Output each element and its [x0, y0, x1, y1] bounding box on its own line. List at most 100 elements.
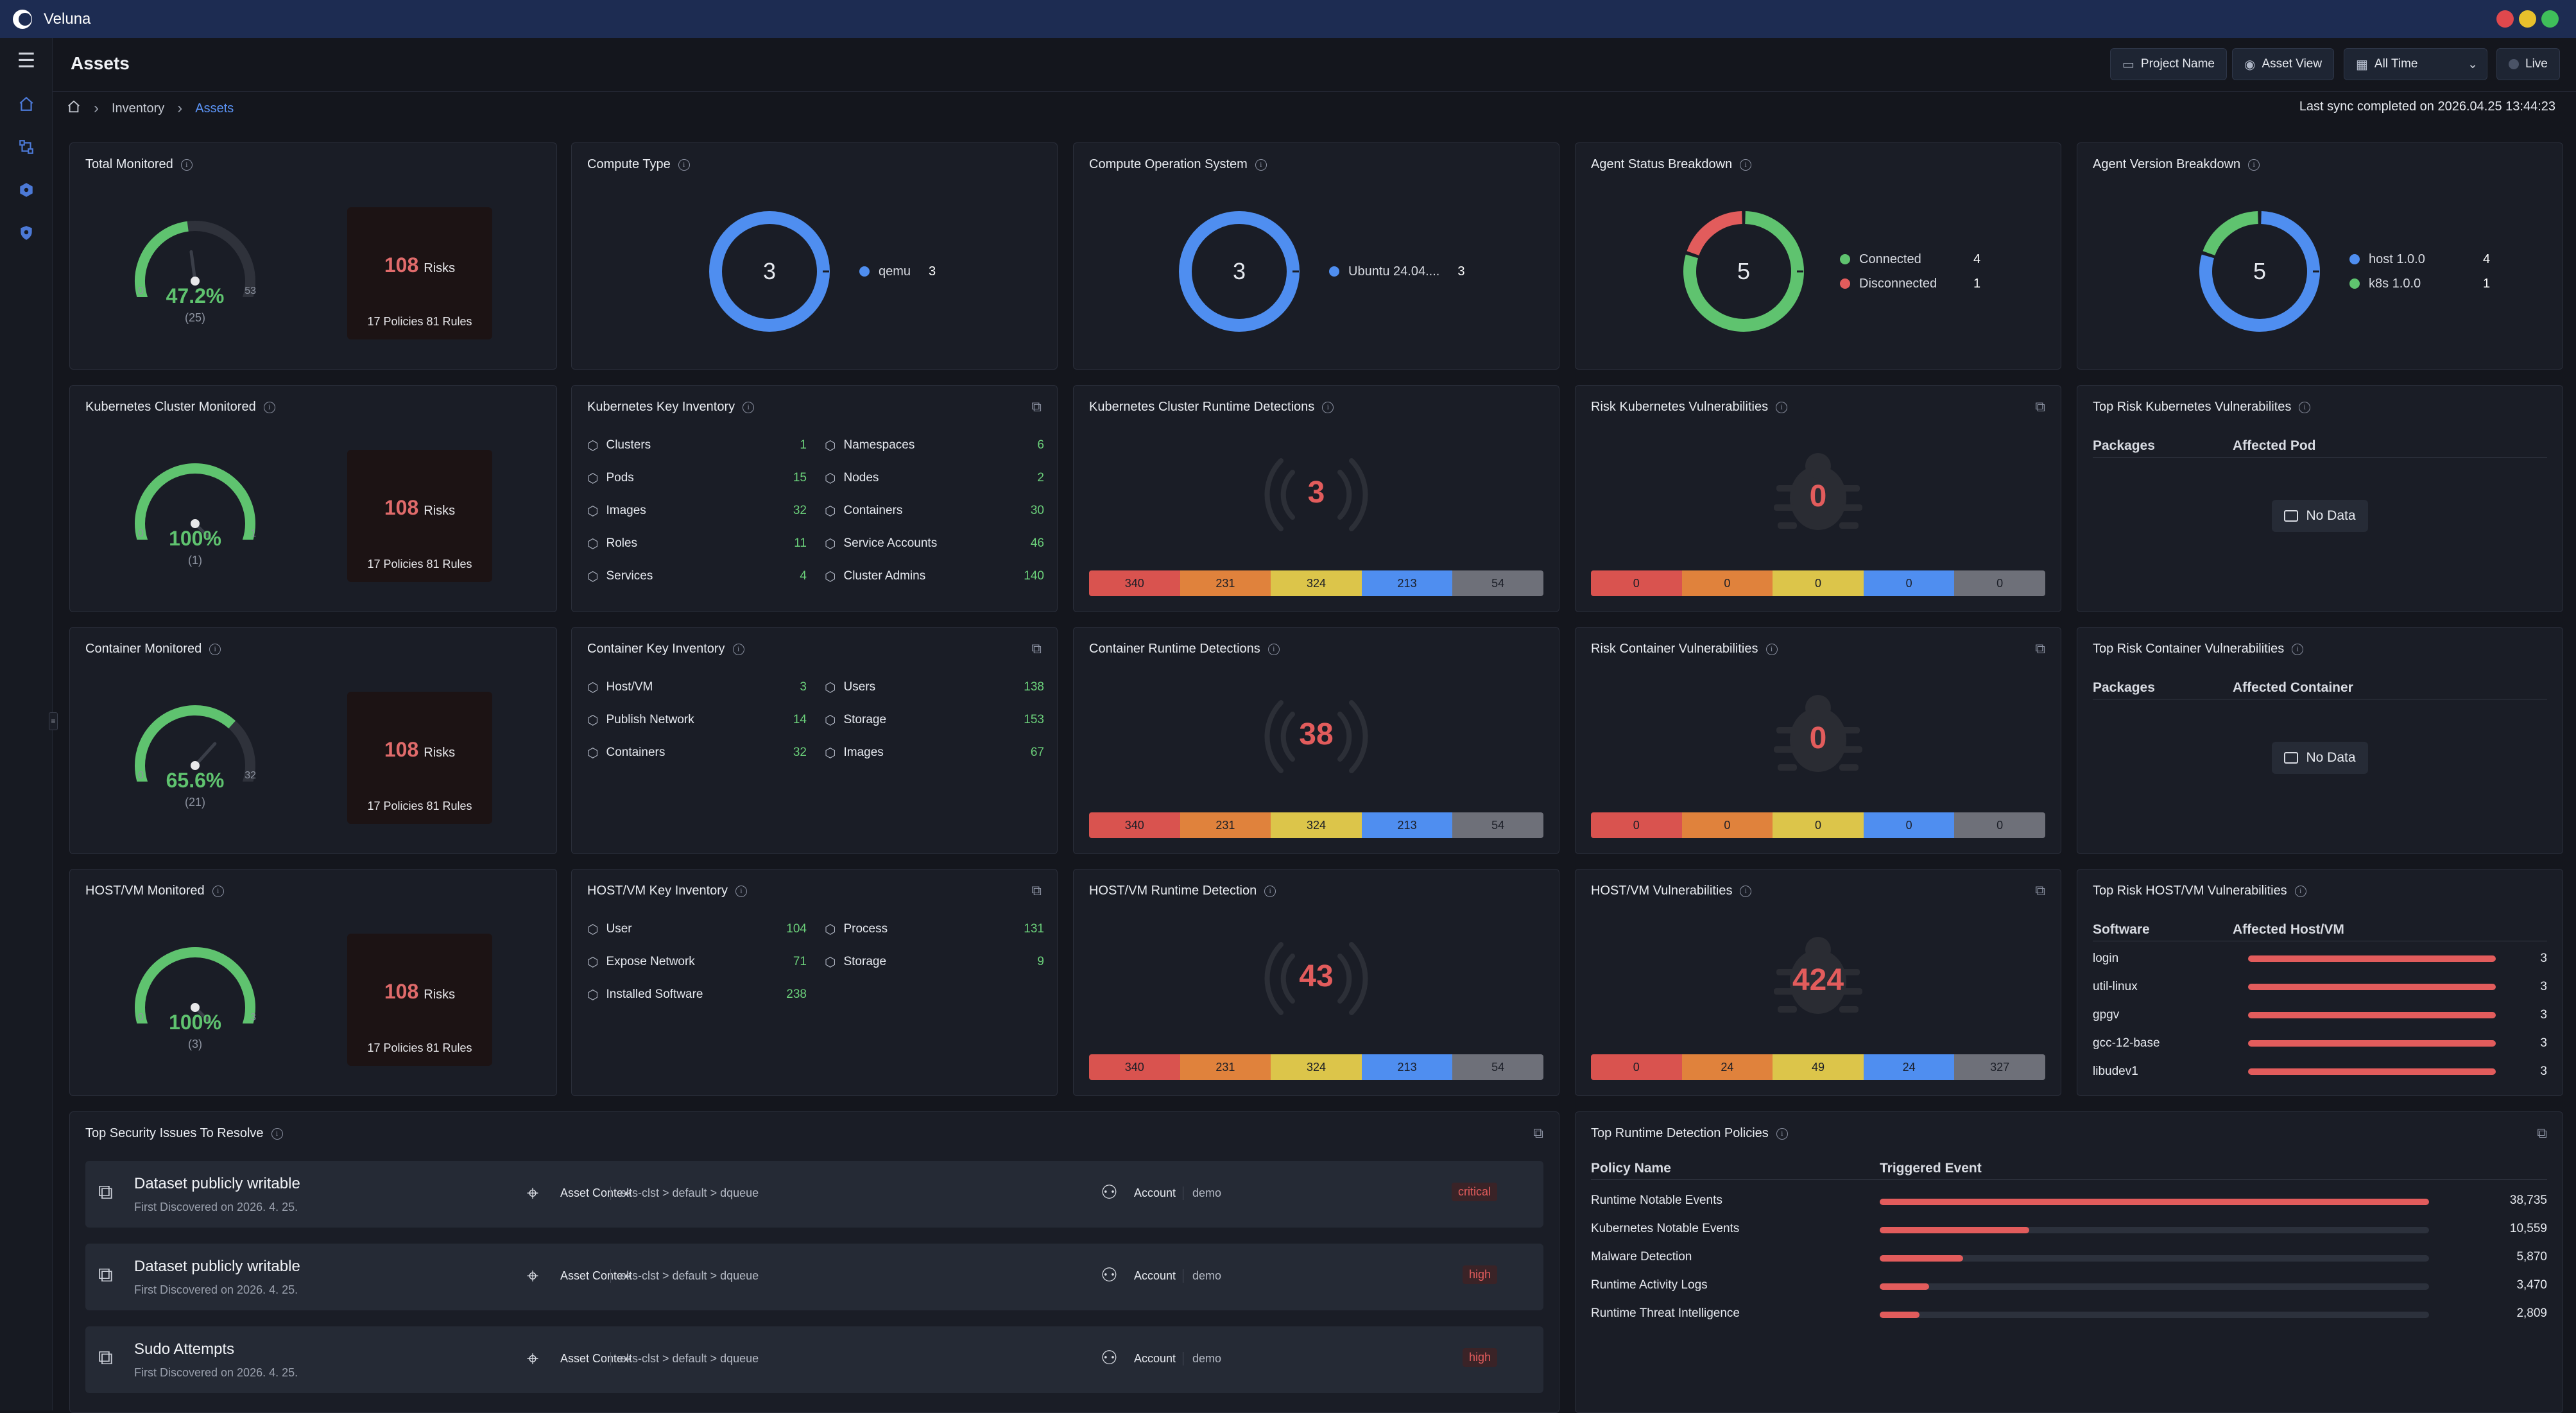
info-icon[interactable]: i — [1776, 401, 1788, 413]
policy-row[interactable]: Runtime Activity Logs 3,470 — [1591, 1276, 2547, 1295]
severity-medium[interactable]: 0 — [1773, 812, 1864, 838]
table-row[interactable]: util-linux 3 — [2093, 978, 2547, 996]
home-icon[interactable] — [17, 94, 36, 114]
info-icon[interactable]: i — [1740, 158, 1752, 171]
legend-item[interactable]: Connected 4 — [1840, 247, 1980, 271]
policy-row[interactable]: Kubernetes Notable Events 10,559 — [1591, 1219, 2547, 1238]
breadcrumb-inventory[interactable]: Inventory — [112, 101, 165, 116]
inventory-item[interactable]: ⬡ Cluster Admins 140 — [825, 567, 1044, 586]
inventory-item[interactable]: ⬡ Images 67 — [825, 743, 1044, 762]
external-link-icon[interactable]: ⧉ — [98, 1263, 113, 1286]
severity-high[interactable]: 24 — [1681, 1054, 1773, 1080]
window-maximize-button[interactable] — [2541, 10, 2559, 28]
severity-low[interactable]: 24 — [1863, 1054, 1955, 1080]
donut-slice[interactable] — [2199, 211, 2320, 332]
external-link-icon[interactable]: ⧉ — [2537, 1125, 2547, 1141]
severity-critical[interactable]: 0 — [1591, 1054, 1682, 1080]
severity-medium[interactable]: 0 — [1773, 570, 1864, 596]
info-icon[interactable]: i — [743, 401, 755, 413]
severity-medium[interactable]: 324 — [1271, 570, 1362, 596]
external-link-icon[interactable]: ⧉ — [2035, 882, 2045, 898]
severity-low[interactable]: 0 — [1863, 570, 1955, 596]
info-icon[interactable]: i — [2248, 158, 2260, 171]
info-icon[interactable]: i — [678, 158, 690, 171]
info-icon[interactable]: i — [2294, 885, 2306, 897]
info-icon[interactable]: i — [2299, 401, 2311, 413]
severity-high[interactable]: 0 — [1681, 812, 1773, 838]
table-row[interactable]: gpgv 3 — [2093, 1006, 2547, 1024]
issue-row[interactable]: ⧉ Dataset publicly writable First Discover… — [85, 1161, 1543, 1228]
info-icon[interactable]: i — [263, 401, 275, 413]
severity-critical[interactable]: 340 — [1089, 812, 1180, 838]
legend-item[interactable]: host 1.0.0 4 — [2349, 247, 2490, 271]
severity-high[interactable]: 231 — [1180, 1054, 1271, 1080]
inventory-item[interactable]: ⬡ Installed Software 238 — [587, 985, 807, 1004]
external-link-icon[interactable]: ⧉ — [1031, 640, 1042, 656]
external-link-icon[interactable]: ⧉ — [98, 1346, 113, 1369]
external-link-icon[interactable]: ⧉ — [98, 1180, 113, 1203]
sidebar-resize-handle[interactable]: ≡ — [49, 712, 58, 730]
severity-critical[interactable]: 0 — [1591, 812, 1682, 838]
donut-slice[interactable] — [2202, 211, 2259, 256]
info-icon[interactable]: i — [1267, 643, 1280, 655]
inventory-item[interactable]: ⬡ Containers 30 — [825, 501, 1044, 520]
breadcrumb-assets[interactable]: Assets — [195, 101, 234, 116]
severity-high[interactable]: 231 — [1180, 812, 1271, 838]
inventory-item[interactable]: ⬡ Users 138 — [825, 678, 1044, 697]
policy-row[interactable]: Runtime Threat Intelligence 2,809 — [1591, 1304, 2547, 1323]
issue-row[interactable]: ⧉ Sudo Attempts First Discovered on 2026. … — [85, 1326, 1543, 1393]
donut-slice[interactable] — [1683, 211, 1804, 332]
external-link-icon[interactable]: ⧉ — [1533, 1125, 1543, 1141]
project-name-button[interactable]: ▭ Project Name — [2110, 48, 2228, 80]
inventory-item[interactable]: ⬡ Roles 11 — [587, 534, 807, 553]
info-icon[interactable]: i — [1776, 1127, 1788, 1140]
severity-low[interactable]: 213 — [1361, 812, 1453, 838]
severity-info[interactable]: 54 — [1452, 812, 1543, 838]
severity-high[interactable]: 231 — [1180, 570, 1271, 596]
menu-icon[interactable]: ☰ — [17, 49, 36, 72]
home-icon[interactable] — [67, 99, 81, 117]
info-icon[interactable]: i — [1255, 158, 1267, 171]
external-link-icon[interactable]: ⧉ — [2035, 398, 2045, 415]
inventory-item[interactable]: ⬡ Namespaces 6 — [825, 436, 1044, 455]
inventory-item[interactable]: ⬡ User 104 — [587, 920, 807, 939]
inventory-item[interactable]: ⬡ Nodes 2 — [825, 468, 1044, 488]
info-icon[interactable]: i — [271, 1127, 283, 1140]
external-link-icon[interactable]: ⧉ — [2035, 640, 2045, 656]
severity-medium[interactable]: 324 — [1271, 812, 1362, 838]
severity-low[interactable]: 213 — [1361, 570, 1453, 596]
table-row[interactable]: gcc-12-base 3 — [2093, 1034, 2547, 1052]
risk-summary[interactable]: 108 Risks 17 Policies 81 Rules — [347, 207, 492, 339]
table-row[interactable]: libudev1 3 — [2093, 1063, 2547, 1081]
inventory-item[interactable]: ⬡ Expose Network 71 — [587, 952, 807, 972]
external-link-icon[interactable]: ⧉ — [1031, 398, 1042, 415]
table-row[interactable]: login 3 — [2093, 950, 2547, 968]
severity-critical[interactable]: 0 — [1591, 570, 1682, 596]
risk-summary[interactable]: 108 Risks 17 Policies 81 Rules — [347, 450, 492, 582]
severity-info[interactable]: 327 — [1954, 1054, 2045, 1080]
severity-critical[interactable]: 340 — [1089, 1054, 1180, 1080]
topology-icon[interactable] — [17, 137, 36, 157]
info-icon[interactable]: i — [2292, 643, 2304, 655]
legend-item[interactable]: qemu 3 — [859, 259, 936, 284]
risk-summary[interactable]: 108 Risks 17 Policies 81 Rules — [347, 692, 492, 824]
severity-info[interactable]: 54 — [1452, 570, 1543, 596]
legend-item[interactable]: Ubuntu 24.04.... 3 — [1329, 259, 1464, 284]
risk-summary[interactable]: 108 Risks 17 Policies 81 Rules — [347, 934, 492, 1066]
issue-row[interactable]: ⧉ Dataset publicly writable First Discover… — [85, 1244, 1543, 1310]
inventory-item[interactable]: ⬡ Containers 32 — [587, 743, 807, 762]
severity-medium[interactable]: 324 — [1271, 1054, 1362, 1080]
external-link-icon[interactable]: ⧉ — [1031, 882, 1042, 898]
legend-item[interactable]: Disconnected 1 — [1840, 271, 1980, 296]
severity-info[interactable]: 0 — [1954, 812, 2045, 838]
inventory-item[interactable]: ⬡ Host/VM 3 — [587, 678, 807, 697]
shield-icon[interactable] — [17, 223, 36, 243]
window-minimize-button[interactable] — [2519, 10, 2536, 28]
window-close-button[interactable] — [2496, 10, 2514, 28]
severity-medium[interactable]: 49 — [1773, 1054, 1864, 1080]
inventory-item[interactable]: ⬡ Service Accounts 46 — [825, 534, 1044, 553]
info-icon[interactable]: i — [735, 885, 747, 897]
severity-low[interactable]: 213 — [1361, 1054, 1453, 1080]
info-icon[interactable]: i — [209, 643, 221, 655]
severity-low[interactable]: 0 — [1863, 812, 1955, 838]
